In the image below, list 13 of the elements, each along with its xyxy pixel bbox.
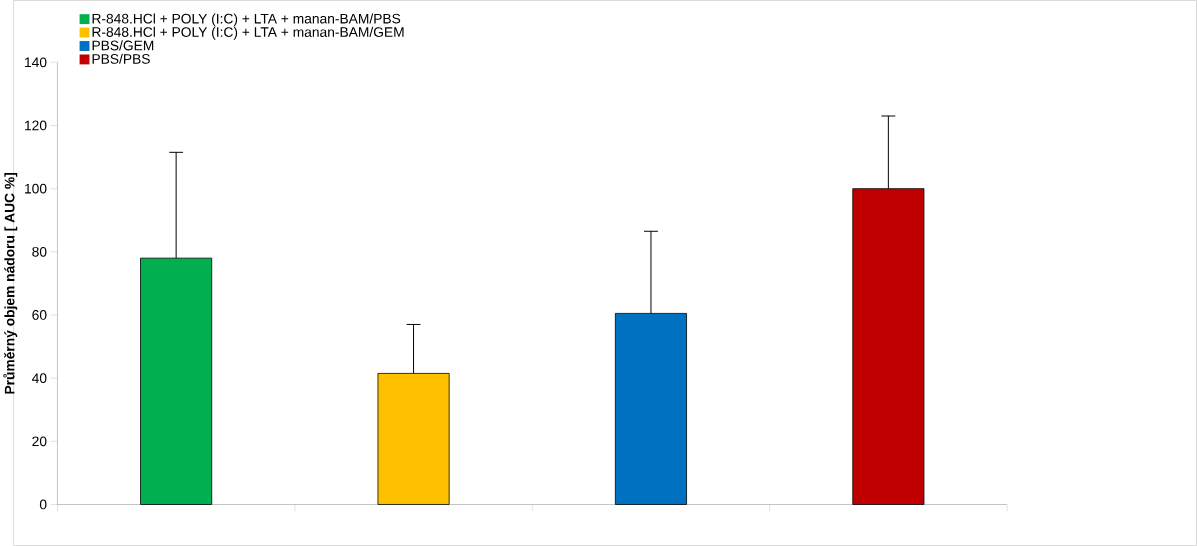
y-tick-label: 40 bbox=[31, 373, 47, 384]
y-tick-label: 20 bbox=[32, 436, 47, 447]
y-tick-label: 120 bbox=[25, 120, 47, 131]
legend-label: R-848.HCl + POLY (I:C) + LTA + manan-BAM/GEM bbox=[92, 26, 404, 40]
y-tick-label: 140 bbox=[25, 57, 47, 68]
y-tick-label: 80 bbox=[32, 246, 47, 257]
y-tick-label: 0 bbox=[39, 499, 47, 510]
y-tick-label: 100 bbox=[25, 183, 47, 194]
legend-label: PBS/GEM bbox=[92, 40, 154, 51]
y-tick-label: 60 bbox=[32, 310, 47, 320]
y-axis-title: Průměrný objem nádoru [ AUC %] bbox=[3, 173, 18, 394]
legend-label: R-848.HCl + POLY (I:C) + LTA + manan-BAM/PBS bbox=[92, 13, 401, 27]
legend-label: PBS/PBS bbox=[92, 53, 150, 64]
